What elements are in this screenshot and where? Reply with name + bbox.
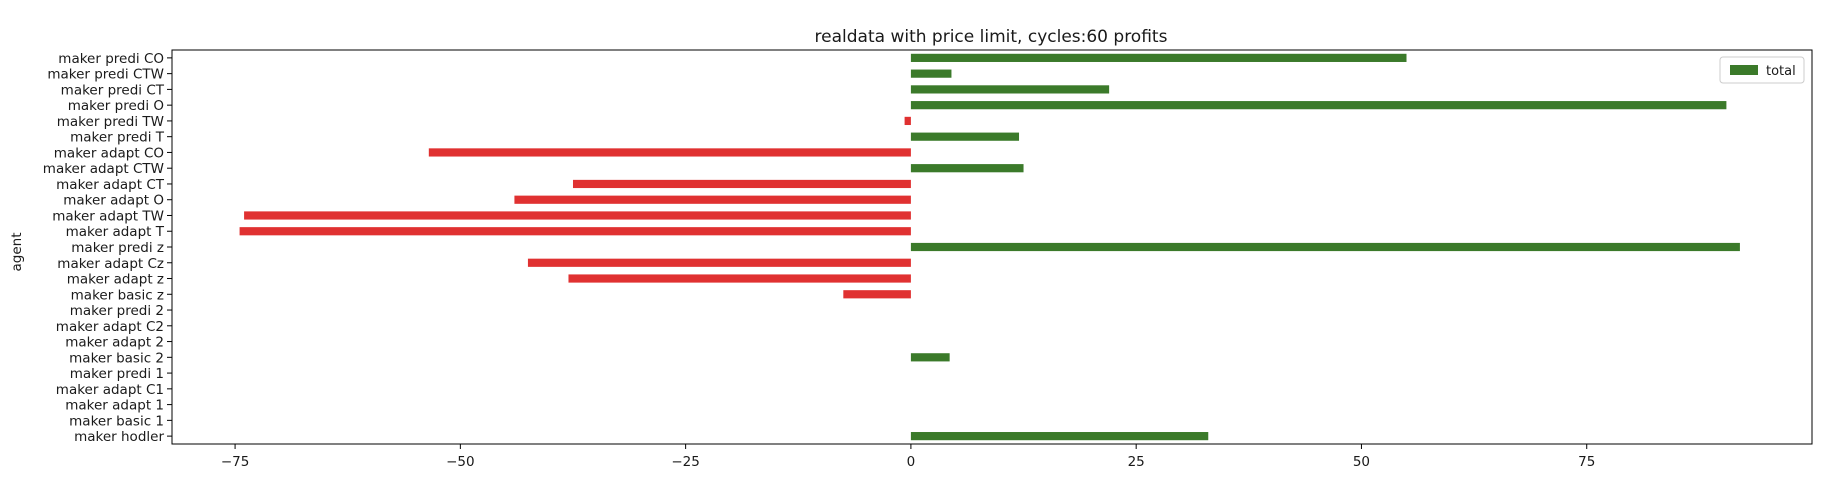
x-tick-label: 50 xyxy=(1353,454,1370,470)
legend: total xyxy=(1719,56,1805,84)
bars-group xyxy=(239,53,1740,441)
plot-area-frame xyxy=(171,49,1813,445)
bar-maker-adapt-co xyxy=(428,148,911,157)
y-tick-label-maker-adapt-c1: maker adapt C1 xyxy=(56,382,164,398)
y-tick-label-maker-predi-1: maker predi 1 xyxy=(70,366,164,382)
y-tick-label-maker-basic-1: maker basic 1 xyxy=(69,413,164,429)
bar-maker-adapt-cz xyxy=(527,258,911,267)
bar-maker-basic-2 xyxy=(910,353,950,362)
y-tick-label-maker-adapt-co: maker adapt CO xyxy=(54,145,164,161)
y-tick-label-maker-predi-o: maker predi O xyxy=(68,98,164,114)
y-tick-label-maker-adapt-tw: maker adapt TW xyxy=(52,208,164,224)
y-tick-label-maker-predi-z: maker predi z xyxy=(71,240,164,256)
y-tick-label-maker-adapt-c2: maker adapt C2 xyxy=(56,319,164,335)
y-tick-label-maker-adapt-cz: maker adapt Cz xyxy=(57,256,164,272)
y-tick-label-maker-predi-2: maker predi 2 xyxy=(70,303,164,319)
bar-maker-predi-o xyxy=(910,101,1727,110)
bar-maker-adapt-ct xyxy=(572,179,911,189)
y-tick-label-maker-adapt-ct: maker adapt CT xyxy=(56,177,165,193)
legend-swatch-total xyxy=(1730,65,1758,75)
x-tick-label: −25 xyxy=(671,454,700,470)
x-tick-label: 0 xyxy=(907,454,916,470)
bar-maker-basic-z xyxy=(843,290,911,299)
y-tick-label-maker-predi-tw: maker predi TW xyxy=(57,114,164,130)
legend-label-total: total xyxy=(1766,64,1796,79)
legend-box xyxy=(1719,56,1805,84)
bar-maker-predi-z xyxy=(910,242,1740,252)
y-tick-label-maker-predi-co: maker predi CO xyxy=(58,51,164,67)
x-tick-label: −50 xyxy=(446,454,475,470)
x-tick-label: 25 xyxy=(1128,454,1145,470)
chart-title: realdata with price limit, cycles:60 pro… xyxy=(815,27,1168,47)
x-axis-ticks: −75 −50 −25 0 25 50 75 xyxy=(221,444,1595,470)
bar-maker-predi-tw xyxy=(904,116,911,126)
y-tick-label-maker-predi-ct: maker predi CT xyxy=(61,82,165,98)
bar-maker-predi-co xyxy=(910,53,1407,62)
bar-maker-adapt-o xyxy=(514,195,911,204)
y-axis-label: agent xyxy=(9,233,25,272)
x-tick-label: −75 xyxy=(221,454,250,470)
y-tick-label-maker-adapt-1: maker adapt 1 xyxy=(65,398,164,414)
y-tick-label-maker-predi-ctw: maker predi CTW xyxy=(47,67,164,83)
y-tick-label-maker-basic-z: maker basic z xyxy=(71,287,164,303)
bar-maker-adapt-tw xyxy=(244,211,911,220)
bar-maker-predi-ctw xyxy=(910,69,952,78)
bar-maker-predi-t xyxy=(910,132,1020,141)
y-tick-label-maker-adapt-z: maker adapt z xyxy=(67,272,164,288)
bar-maker-predi-ct xyxy=(910,85,1110,94)
bar-maker-hodler xyxy=(910,432,1209,441)
y-tick-label-maker-adapt-o: maker adapt O xyxy=(63,193,164,209)
bar-maker-adapt-z xyxy=(568,274,911,283)
y-tick-label-maker-hodler: maker hodler xyxy=(74,429,164,445)
bar-maker-adapt-ctw xyxy=(910,164,1024,173)
y-tick-label-maker-adapt-2: maker adapt 2 xyxy=(65,335,164,351)
x-tick-label: 75 xyxy=(1578,454,1595,470)
y-tick-label-maker-adapt-ctw: maker adapt CTW xyxy=(43,161,164,177)
y-tick-label-maker-basic-2: maker basic 2 xyxy=(69,350,164,366)
y-tick-label-maker-adapt-t: maker adapt T xyxy=(66,224,165,240)
y-tick-label-maker-predi-t: maker predi T xyxy=(70,130,165,146)
bar-maker-adapt-t xyxy=(239,227,911,236)
